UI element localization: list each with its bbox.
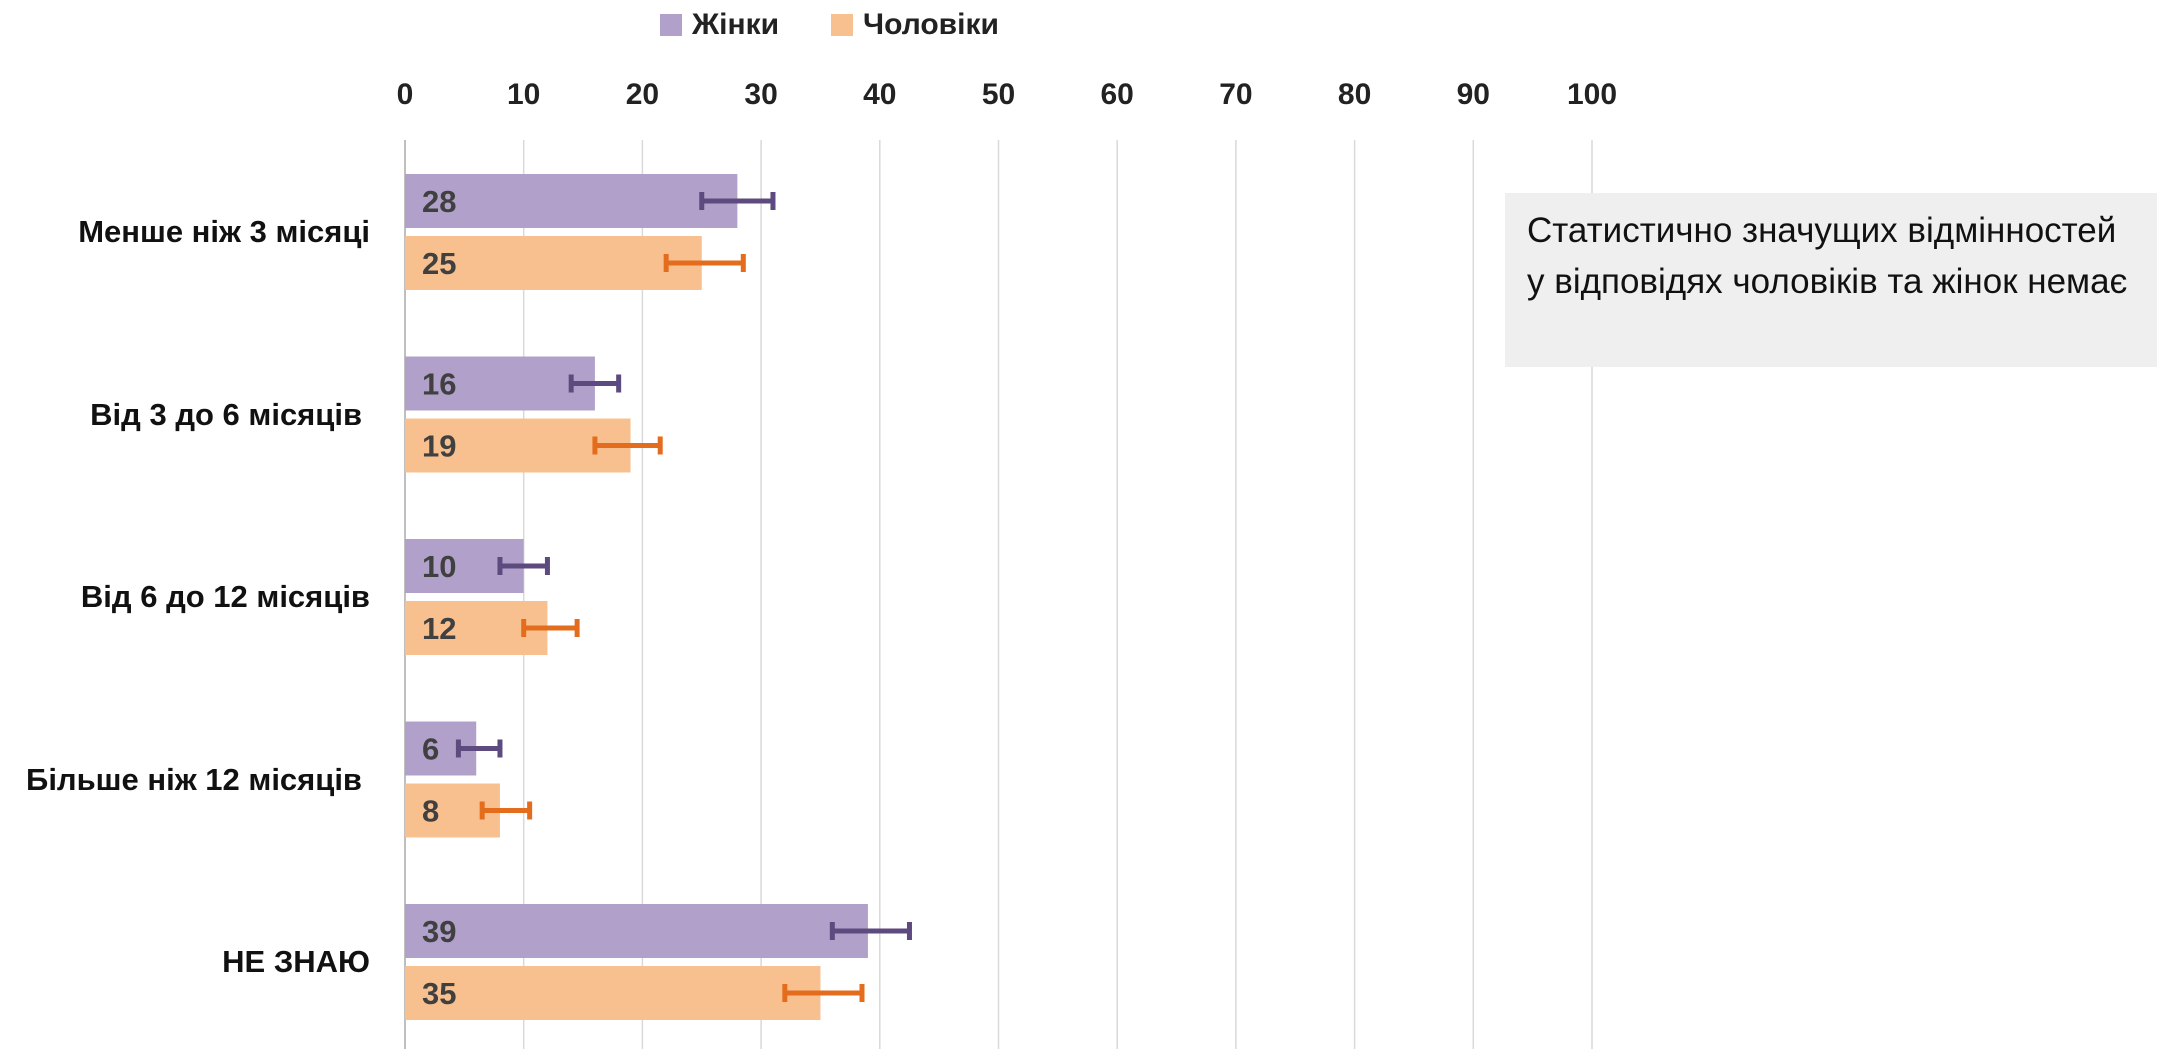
data-label: 12 [422, 611, 456, 646]
legend-item-women: Жінки [660, 8, 779, 42]
bar [405, 904, 868, 958]
data-label: 35 [422, 976, 456, 1011]
annotation-text: Статистично значущих відмінностей у відп… [1527, 211, 2128, 301]
x-tick-label: 0 [397, 78, 414, 111]
bar [405, 236, 702, 290]
legend-label-women: Жінки [692, 8, 780, 41]
legend: Жінки Чоловіки [660, 8, 999, 42]
data-label: 28 [422, 184, 456, 219]
data-label: 25 [422, 246, 456, 281]
category-label: Від 6 до 12 місяців [80, 579, 370, 614]
x-tick-label: 70 [1219, 78, 1252, 111]
x-tick-label: 100 [1567, 78, 1617, 111]
data-label: 6 [422, 732, 439, 767]
x-tick-label: 40 [863, 78, 896, 111]
x-tick-label: 50 [982, 78, 1015, 111]
data-label: 16 [422, 367, 456, 402]
legend-item-men: Чоловіки [831, 8, 999, 42]
data-label: 39 [422, 914, 456, 949]
annotation-box: Статистично значущих відмінностей у відп… [1505, 193, 2157, 367]
category-label: Менше ніж 3 місяці [78, 214, 370, 249]
x-tick-label: 30 [744, 78, 777, 111]
bar [405, 966, 821, 1020]
data-label: 19 [422, 429, 456, 464]
bar [405, 356, 595, 411]
category-label: Від 3 до 6 місяців [90, 396, 362, 432]
x-tick-label: 20 [626, 78, 659, 111]
category-label: НЕ ЗНАЮ [222, 944, 370, 979]
bar [405, 174, 738, 228]
x-tick-label: 10 [507, 78, 540, 111]
data-label: 8 [422, 794, 439, 829]
category-label: Більше ніж 12 місяців [26, 761, 362, 797]
data-label: 10 [422, 549, 456, 584]
legend-swatch-women [660, 14, 682, 36]
x-tick-label: 80 [1338, 78, 1371, 111]
legend-swatch-men [831, 14, 854, 36]
x-tick-label: 90 [1457, 78, 1490, 111]
x-tick-label: 60 [1101, 78, 1134, 111]
legend-label-men: Чоловіки [863, 8, 999, 41]
